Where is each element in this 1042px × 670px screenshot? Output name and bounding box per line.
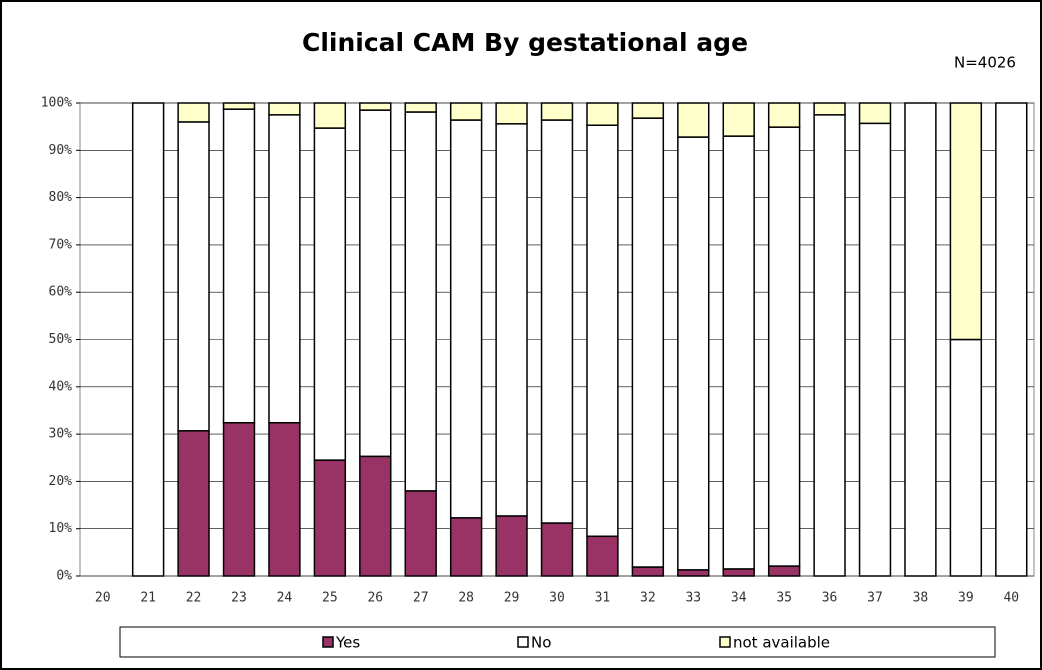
bar-segment (131, 102, 165, 577)
bar-segment (359, 455, 392, 577)
bar-segment (858, 102, 892, 125)
bar-segment (949, 102, 983, 341)
bar-segment (722, 135, 755, 570)
x-tick-label: 30 (549, 591, 565, 606)
bar-segment (313, 127, 347, 461)
y-tick-label: 10% (49, 521, 73, 536)
x-tick-label: 36 (822, 591, 838, 606)
bar-segment (586, 124, 619, 538)
x-tick-label: 22 (186, 591, 202, 606)
bar-segment (586, 535, 619, 577)
bar-segment (313, 459, 347, 577)
bar-segment (722, 102, 755, 137)
bar-segment (359, 109, 392, 458)
bar-segment (631, 566, 665, 577)
bar-segment (177, 430, 210, 577)
bar-segment (404, 102, 437, 113)
bar-segment (404, 490, 437, 577)
bar-segment (359, 102, 392, 111)
bar-segment (904, 102, 937, 577)
bar-segment (177, 102, 210, 123)
y-tick-label: 20% (49, 474, 73, 489)
legend-swatch (322, 636, 334, 648)
bar-segment (767, 126, 801, 567)
bar-segment (313, 102, 347, 129)
x-tick-label: 29 (504, 591, 520, 606)
y-tick-label: 80% (49, 190, 73, 205)
bar-segment (631, 117, 665, 568)
legend-box (119, 626, 996, 658)
y-tick-label: 90% (49, 143, 73, 158)
bar-segment (995, 102, 1028, 577)
x-tick-label: 40 (1003, 591, 1019, 606)
x-tick-label: 37 (867, 591, 883, 606)
x-tick-label: 26 (367, 591, 383, 606)
legend-label: Yes (335, 634, 360, 652)
y-tick-label: 30% (49, 427, 73, 442)
y-tick-label: 50% (49, 332, 73, 347)
bar-segment (677, 569, 710, 577)
bar-segment (222, 102, 256, 110)
bar-segment (586, 102, 619, 126)
x-tick-label: 31 (595, 591, 611, 606)
x-tick-label: 25 (322, 591, 338, 606)
bar-segment (268, 102, 301, 116)
bar-segment (449, 102, 483, 121)
chart-title: Clinical CAM By gestational age (302, 28, 748, 57)
bar-segment (813, 102, 846, 116)
bar-segment (177, 121, 210, 432)
bar-segment (540, 102, 574, 121)
x-tick-label: 33 (685, 591, 701, 606)
x-tick-label: 32 (640, 591, 656, 606)
bar-segment (495, 102, 528, 125)
legend-swatch (719, 636, 731, 648)
bar-segment (404, 111, 437, 492)
bar-segment (677, 102, 710, 138)
x-tick-label: 21 (140, 591, 156, 606)
legend-label: not available (733, 634, 830, 652)
x-tick-label: 28 (458, 591, 474, 606)
bar-segment (631, 102, 665, 119)
bar-segment (222, 421, 256, 577)
bar-segment (495, 123, 528, 517)
bar-segment (495, 515, 528, 577)
y-tick-label: 60% (49, 285, 73, 300)
bar-segment (767, 565, 801, 577)
bar-segment (449, 517, 483, 577)
bar-segment (722, 568, 755, 577)
x-tick-label: 35 (776, 591, 792, 606)
bar-segment (949, 338, 983, 577)
x-tick-label: 27 (413, 591, 429, 606)
bar-segment (858, 122, 892, 577)
legend-label: No (531, 634, 551, 652)
bar-segment (813, 114, 846, 577)
annotation: N=4026 (954, 54, 1016, 72)
bar-segment (767, 102, 801, 128)
y-tick-label: 40% (49, 379, 73, 394)
bar-segment (268, 114, 301, 424)
y-tick-label: 0% (56, 569, 72, 584)
x-tick-label: 23 (231, 591, 247, 606)
y-tick-label: 100% (41, 96, 72, 111)
x-tick-label: 34 (731, 591, 747, 606)
x-tick-label: 38 (913, 591, 929, 606)
legend-swatch (517, 636, 529, 648)
x-tick-label: 20 (95, 591, 111, 606)
bar-segment (677, 136, 710, 571)
bar-segment (268, 421, 301, 577)
bar-segment (222, 108, 256, 424)
x-tick-label: 24 (277, 591, 293, 606)
y-tick-label: 70% (49, 237, 73, 252)
bar-segment (449, 119, 483, 519)
x-tick-label: 39 (958, 591, 974, 606)
bar-segment (540, 522, 574, 577)
bar-segment (540, 119, 574, 524)
